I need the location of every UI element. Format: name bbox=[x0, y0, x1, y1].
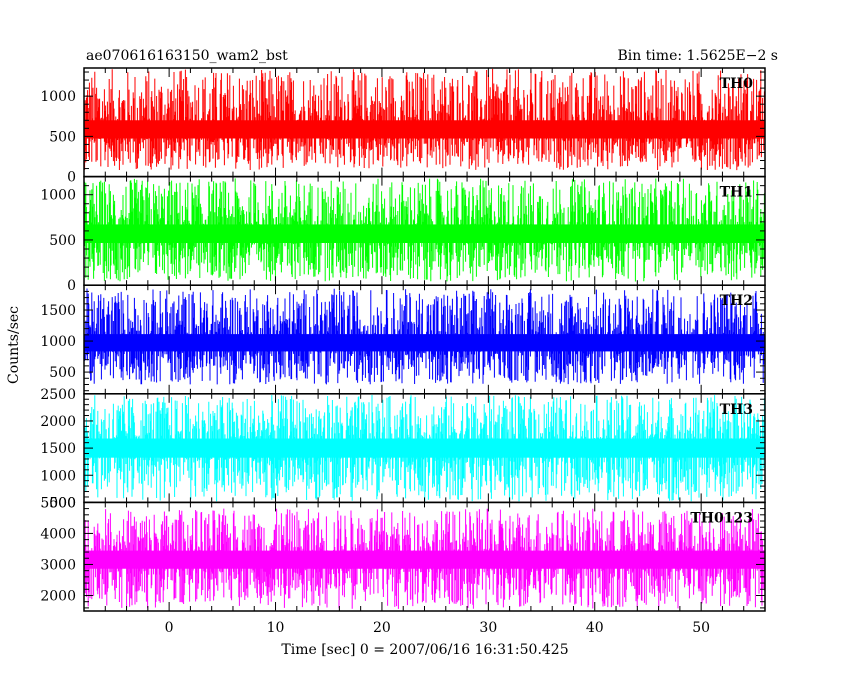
y-tick-label: 3000 bbox=[40, 557, 76, 573]
series-label-th0: TH0 bbox=[720, 76, 754, 92]
series-band-th2 bbox=[84, 334, 765, 352]
y-tick-label: 1500 bbox=[40, 303, 76, 319]
series-band-th0123 bbox=[84, 550, 765, 569]
y-tick-label: 2000 bbox=[40, 414, 76, 430]
x-tick-label: 40 bbox=[586, 620, 604, 636]
chart-subtitle: Bin time: 1.5625E−2 s bbox=[617, 48, 778, 64]
x-tick-label: 0 bbox=[165, 620, 174, 636]
y-tick-label: 4000 bbox=[40, 526, 76, 542]
x-tick-label: 10 bbox=[267, 620, 285, 636]
y-tick-label: 1000 bbox=[40, 89, 76, 105]
y-tick-label: 2000 bbox=[40, 588, 76, 604]
y-tick-label: 5000 bbox=[40, 495, 76, 511]
y-tick-label: 500 bbox=[49, 495, 76, 511]
series-band-th3 bbox=[84, 438, 765, 458]
series-band-th1 bbox=[84, 224, 765, 243]
y-axis-label: Counts/sec bbox=[6, 306, 22, 384]
x-tick-label: 30 bbox=[479, 620, 497, 636]
y-tick-label: 500 bbox=[49, 365, 76, 381]
chart-title: ae070616163150_wam2_bst bbox=[86, 48, 288, 64]
series-label-th2: TH2 bbox=[720, 293, 753, 309]
series-label-th0123: TH0123 bbox=[690, 510, 753, 526]
x-tick-label: 20 bbox=[373, 620, 391, 636]
series-band-th0 bbox=[84, 120, 765, 139]
x-tick-label: 50 bbox=[692, 620, 710, 636]
y-tick-label: 0 bbox=[67, 170, 76, 186]
y-tick-label: 1000 bbox=[40, 188, 76, 204]
x-axis-label: Time [sec] 0 = 2007/06/16 16:31:50.425 bbox=[281, 642, 568, 658]
y-tick-label: 1500 bbox=[40, 441, 76, 457]
y-tick-label: 0 bbox=[67, 278, 76, 294]
y-tick-label: 500 bbox=[49, 129, 76, 145]
y-tick-label: 2500 bbox=[40, 387, 76, 403]
series-label-th3: TH3 bbox=[720, 402, 753, 418]
y-tick-label: 1000 bbox=[40, 468, 76, 484]
series-line-th0 bbox=[83, 68, 765, 171]
y-tick-label: 1000 bbox=[40, 334, 76, 350]
series-label-th1: TH1 bbox=[720, 185, 753, 201]
y-tick-label: 500 bbox=[49, 233, 76, 249]
